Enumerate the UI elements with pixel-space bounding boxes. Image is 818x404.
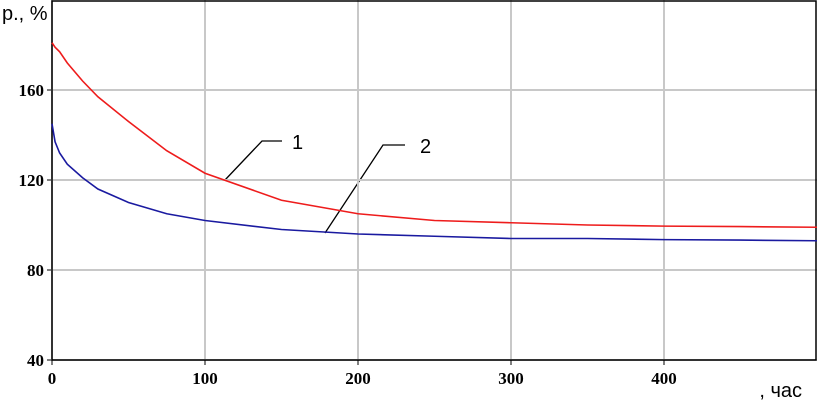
plot-frame bbox=[51, 0, 817, 361]
series-annotation: 1 bbox=[292, 132, 303, 154]
series-line bbox=[51, 42, 818, 229]
x-tick-label: 300 bbox=[498, 369, 524, 388]
x-tick-label: 0 bbox=[48, 369, 57, 388]
x-tick-label: 200 bbox=[345, 369, 371, 388]
x-tick-label: 400 bbox=[651, 369, 677, 388]
y-tick-label: 40 bbox=[27, 351, 44, 370]
y-tick-label: 160 bbox=[19, 81, 45, 100]
series-annotation: 2 bbox=[420, 136, 431, 158]
x-tick-label: 100 bbox=[192, 369, 218, 388]
x-axis-label: , час bbox=[759, 380, 802, 402]
leader-line bbox=[324, 144, 405, 234]
y-axis-label: р., % bbox=[2, 3, 48, 25]
y-tick-label: 120 bbox=[19, 171, 45, 190]
leader-line bbox=[224, 140, 282, 181]
y-tick-label: 80 bbox=[27, 261, 44, 280]
series-line bbox=[51, 123, 818, 242]
